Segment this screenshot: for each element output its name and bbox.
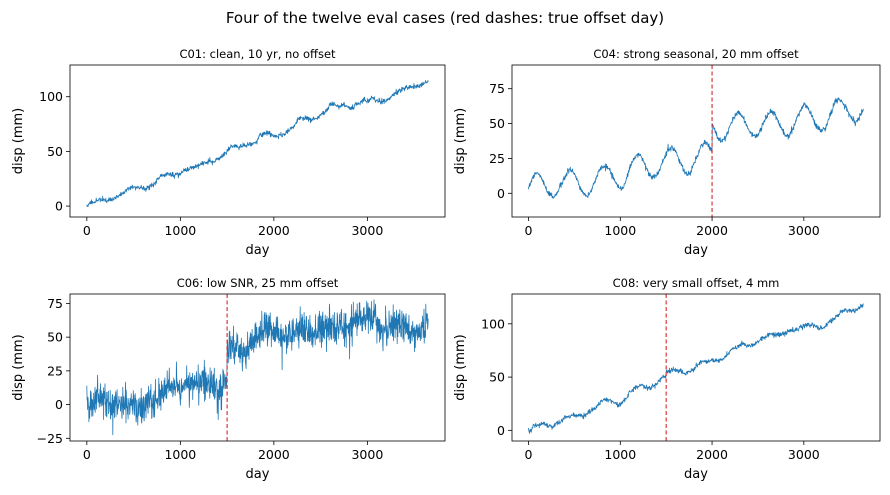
y-tick-label: 50 [489,370,505,385]
y-tick-label: 50 [489,116,505,131]
x-tick-label: 2000 [696,223,728,238]
axes-frame [511,293,881,442]
y-axis-label: disp (mm) [11,334,26,401]
x-axis-label: day [246,467,270,482]
series-line [86,80,429,207]
figure-title: Four of the twelve eval cases (red dashe… [226,9,664,27]
y-tick-label: 75 [489,81,505,96]
axes-frame [69,293,446,442]
y-tick-label: 50 [47,330,63,345]
subplot-title: C08: very small offset, 4 mm [613,276,780,290]
subplot-4: 0 1000 2000 3000 0 50 100 C08: very small offse… [453,276,881,482]
y-tick-label: 0 [55,397,63,412]
y-axis-label: disp (mm) [453,108,468,175]
y-axis-label: disp (mm) [453,334,468,401]
x-tick-label: 2000 [258,447,290,462]
x-axis-label: day [684,467,708,482]
x-tick-label: 3000 [351,447,383,462]
subplot-title: C06: low SNR, 25 mm offset [177,276,339,290]
x-tick-label: 1000 [164,447,196,462]
y-tick-label: 0 [497,423,505,438]
x-tick-label: 0 [525,447,533,462]
x-tick-label: 3000 [788,447,820,462]
x-tick-label: 0 [83,223,91,238]
x-tick-label: 2000 [696,447,728,462]
y-tick-label: 0 [497,186,505,201]
subplot-1: 0 1000 2000 3000 0 50 100 C01: clean, 10 yr, no… [11,47,446,258]
x-tick-label: 3000 [788,223,820,238]
series-line [528,303,864,434]
y-tick-label: 25 [47,363,63,378]
y-tick-label: 50 [47,144,63,159]
x-tick-label: 0 [525,223,533,238]
x-tick-label: 1000 [604,447,636,462]
y-tick-label: 25 [489,151,505,166]
y-tick-label: 100 [481,316,505,331]
x-axis-label: day [246,243,270,258]
series-line [528,97,864,199]
x-tick-label: 1000 [604,223,636,238]
subplot-3: 0 1000 2000 3000 −25 0 25 50 75 C06: low SNR, 25 … [11,276,446,482]
subplot-title: C04: strong seasonal, 20 mm offset [593,47,799,61]
x-tick-label: 0 [83,447,91,462]
x-tick-label: 1000 [164,223,196,238]
x-tick-label: 3000 [351,223,383,238]
subplot-2: 0 1000 2000 3000 0 25 50 75 C04: strong seasonal… [453,47,881,258]
x-tick-label: 2000 [258,223,290,238]
axes-frame [511,64,881,218]
y-tick-label: 0 [55,199,63,214]
y-tick-label: 100 [39,89,63,104]
series-line [86,299,429,436]
y-tick-label: −25 [37,431,63,446]
subplot-title: C01: clean, 10 yr, no offset [179,47,336,61]
y-tick-label: 75 [47,296,63,311]
x-axis-label: day [684,243,708,258]
axes-frame [69,64,446,218]
y-axis-label: disp (mm) [11,108,26,175]
